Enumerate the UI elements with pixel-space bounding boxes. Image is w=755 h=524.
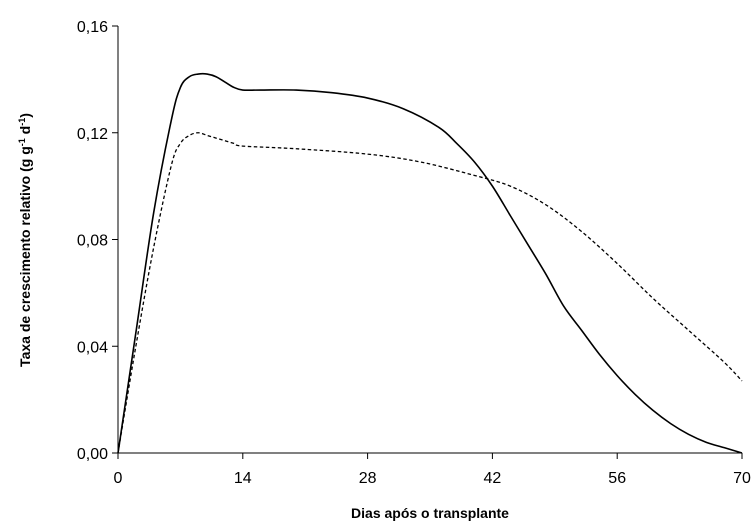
x-tick-label: 70 [733,470,751,487]
y-axis-title-sup1: -1 [17,138,27,146]
y-axis-title-sup2: -1 [17,118,27,126]
series-layer [117,72,743,454]
y-tick-label: 0,16 [77,19,108,36]
y-ticks: 0,00 0,04 0,08 0,12 0,16 [77,19,118,463]
series-line-dashed [117,132,743,454]
series-line-solid [117,72,743,454]
y-axis-title-mid: d [17,126,33,138]
x-axis-title: Dias após o transplante [351,505,509,521]
x-tick-label: 28 [359,470,377,487]
y-axis-title-base: Taxa de crescimento relativo (g g [17,146,33,367]
x-tick-label: 0 [114,470,123,487]
y-tick-label: 0,00 [77,446,108,463]
y-axis-title: Taxa de crescimento relativo (g g-1 d-1) [17,113,33,367]
y-tick-label: 0,04 [77,339,108,356]
y-axis: 0,00 0,04 0,08 0,12 0,16 [77,19,119,463]
x-tick-label: 14 [234,470,252,487]
x-ticks: 0 14 28 42 56 70 [114,453,751,487]
x-tick-label: 56 [608,470,626,487]
x-axis: 0 14 28 42 56 70 [114,452,751,487]
y-tick-label: 0,08 [77,233,108,250]
x-tick-label: 42 [484,470,502,487]
y-tick-label: 0,12 [77,126,108,143]
y-axis-title-end: ) [17,113,33,118]
